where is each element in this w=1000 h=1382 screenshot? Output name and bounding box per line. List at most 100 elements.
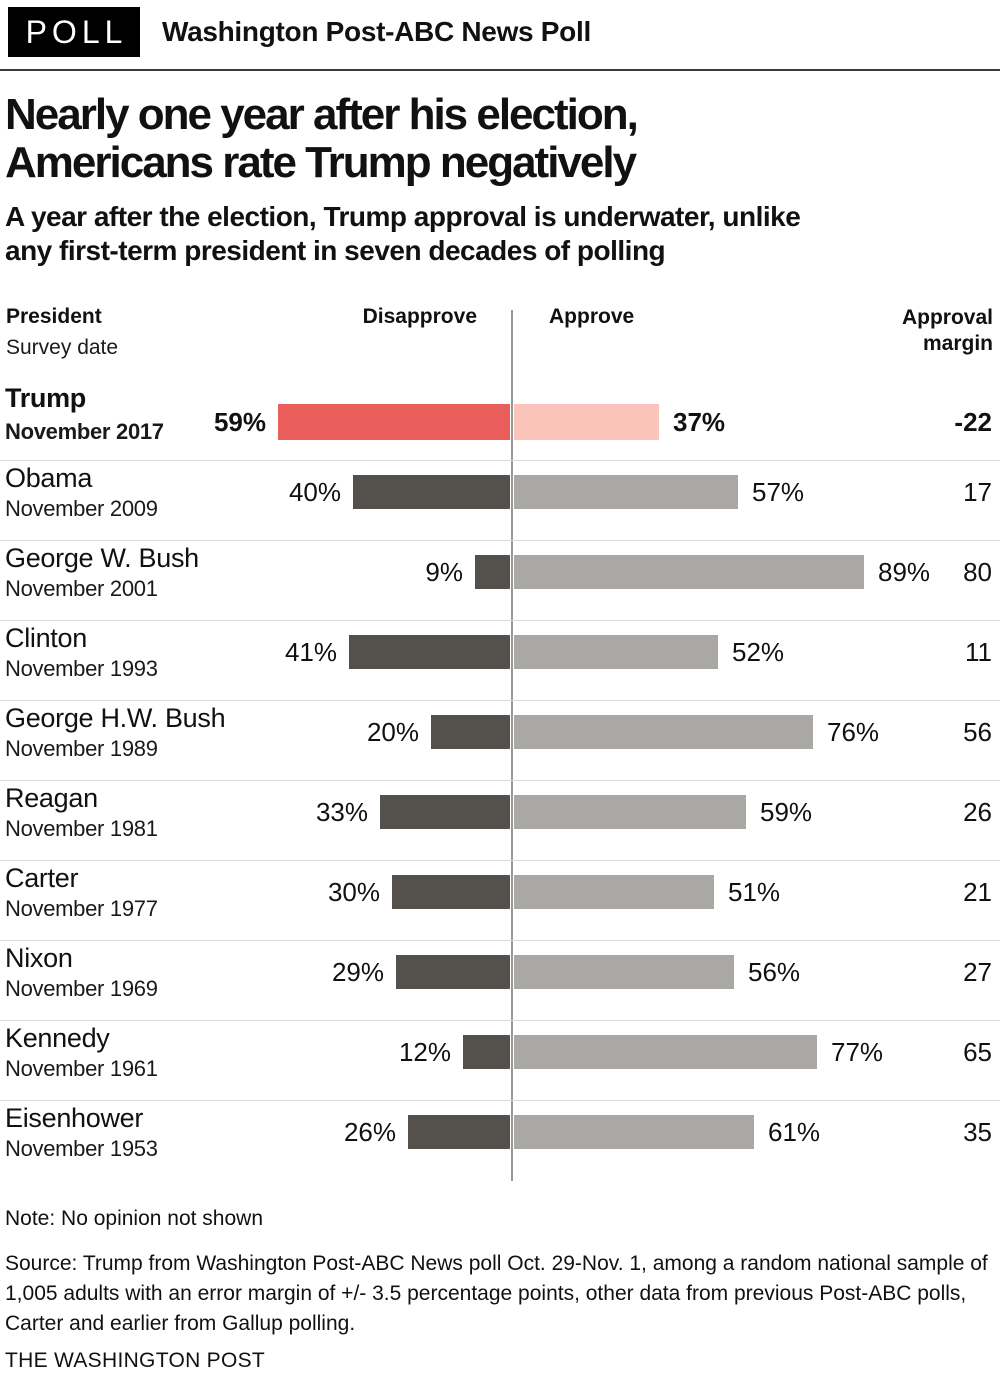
president-name: Obama xyxy=(5,463,93,494)
column-header-disapprove: Disapprove xyxy=(362,305,477,329)
approve-value: 52% xyxy=(732,637,785,668)
poll-row: Carter November 1977 30% 51% 21 xyxy=(0,861,1000,942)
president-name: George W. Bush xyxy=(5,543,199,574)
disapprove-value: 30% xyxy=(327,877,380,908)
approve-value: 77% xyxy=(831,1037,884,1068)
disapprove-bar xyxy=(349,635,510,670)
approval-margin-value: -22 xyxy=(954,407,992,438)
poll-row: George H.W. Bush November 1989 20% 76% 5… xyxy=(0,701,1000,782)
survey-date: November 2001 xyxy=(5,576,158,602)
disapprove-bar xyxy=(278,404,510,441)
poll-row: Trump November 2017 59% 37% -22 xyxy=(0,375,1000,462)
approve-value: 37% xyxy=(673,407,726,438)
survey-date: November 1993 xyxy=(5,656,158,682)
top-rule xyxy=(0,69,1000,71)
president-name: Clinton xyxy=(5,623,87,654)
column-header-president: President xyxy=(6,305,102,329)
approve-value: 57% xyxy=(752,477,805,508)
survey-date: November 2009 xyxy=(5,496,158,522)
disapprove-value: 41% xyxy=(284,637,337,668)
disapprove-value: 40% xyxy=(288,477,341,508)
column-header-approval-margin-line2: margin xyxy=(922,332,993,356)
approve-bar xyxy=(514,555,864,590)
disapprove-bar xyxy=(392,875,510,910)
poll-row: Kennedy November 1961 12% 77% 65 xyxy=(0,1021,1000,1102)
chart-center-axis xyxy=(511,310,513,1182)
approval-margin-value: 56 xyxy=(963,717,992,748)
disapprove-bar xyxy=(463,1035,510,1070)
column-header-approval-margin-line1: Approval xyxy=(901,306,993,330)
kicker-title: Washington Post-ABC News Poll xyxy=(162,16,591,47)
approve-value: 89% xyxy=(878,557,931,588)
president-name: Kennedy xyxy=(5,1023,110,1054)
approval-margin-value: 35 xyxy=(963,1117,992,1148)
approval-margin-value: 80 xyxy=(963,557,992,588)
poll-row: Reagan November 1981 33% 59% 26 xyxy=(0,781,1000,862)
poll-row: Nixon November 1969 29% 56% 27 xyxy=(0,941,1000,1022)
approve-bar xyxy=(514,475,738,510)
disapprove-bar xyxy=(380,795,510,830)
approval-margin-value: 27 xyxy=(963,957,992,988)
approve-bar xyxy=(514,635,718,670)
approve-bar xyxy=(514,795,746,830)
approve-bar xyxy=(514,875,714,910)
president-name: Trump xyxy=(5,383,87,414)
column-header-survey-date: Survey date xyxy=(6,336,119,360)
credit-text: THE WASHINGTON POST xyxy=(5,1349,266,1373)
approve-bar xyxy=(514,955,734,990)
survey-date: November 2017 xyxy=(5,419,164,445)
disapprove-value: 12% xyxy=(398,1037,451,1068)
president-name: Carter xyxy=(5,863,79,894)
disapprove-value: 20% xyxy=(366,717,419,748)
poll-chart: President Survey date Disapprove Approve… xyxy=(0,300,1000,1182)
disapprove-bar xyxy=(396,955,510,990)
disapprove-value: 59% xyxy=(213,407,266,438)
disapprove-bar xyxy=(431,715,510,750)
approve-value: 61% xyxy=(768,1117,821,1148)
approve-bar xyxy=(514,715,813,750)
president-name: Eisenhower xyxy=(5,1103,144,1134)
headline-line2: Americans rate Trump negatively xyxy=(5,137,637,187)
survey-date: November 1953 xyxy=(5,1136,158,1162)
survey-date: November 1969 xyxy=(5,976,158,1002)
column-header-approval-margin: Approval margin xyxy=(902,305,993,357)
approval-margin-value: 11 xyxy=(965,637,992,668)
headline: Nearly one year after his election, Ameri… xyxy=(5,91,994,186)
poll-badge: POLL xyxy=(8,7,140,57)
disapprove-value: 29% xyxy=(331,957,384,988)
subhead-line1: A year after the election, Trump approva… xyxy=(5,201,801,233)
disapprove-value: 26% xyxy=(343,1117,396,1148)
president-name: George H.W. Bush xyxy=(5,703,226,734)
poll-row: Obama November 2009 40% 57% 17 xyxy=(0,461,1000,542)
poll-graphic-page: { "kicker": { "badge": "POLL", "title": … xyxy=(0,7,1000,1382)
kicker-bar: POLL Washington Post-ABC News Poll xyxy=(8,7,1000,57)
approval-margin-value: 21 xyxy=(963,877,992,908)
approve-bar xyxy=(514,404,659,441)
disapprove-bar xyxy=(353,475,510,510)
survey-date: November 1981 xyxy=(5,816,158,842)
survey-date: November 1961 xyxy=(5,1056,158,1082)
column-header-approve: Approve xyxy=(549,305,635,329)
survey-date: November 1989 xyxy=(5,736,158,762)
subhead-line2: any first-term president in seven decade… xyxy=(5,234,666,266)
approve-value: 59% xyxy=(760,797,813,828)
president-name: Nixon xyxy=(5,943,73,974)
disapprove-value: 33% xyxy=(315,797,368,828)
poll-row: George W. Bush November 2001 9% 89% 80 xyxy=(0,541,1000,622)
approve-bar xyxy=(514,1115,754,1150)
president-name: Reagan xyxy=(5,783,98,814)
approval-margin-value: 65 xyxy=(963,1037,992,1068)
source-text: Source: Trump from Washington Post-ABC N… xyxy=(5,1252,988,1336)
poll-rows: Trump November 2017 59% 37% -22 Obama No… xyxy=(0,375,1000,1181)
approve-value: 51% xyxy=(728,877,781,908)
survey-date: November 1977 xyxy=(5,896,158,922)
poll-row: Eisenhower November 1953 26% 61% 35 xyxy=(0,1101,1000,1181)
approve-value: 76% xyxy=(827,717,880,748)
approve-value: 56% xyxy=(748,957,801,988)
chart-column-headers: President Survey date Disapprove Approve… xyxy=(0,300,1000,375)
note-text: Note: No opinion not shown xyxy=(5,1207,263,1231)
subhead: A year after the election, Trump approva… xyxy=(5,200,994,267)
approval-margin-value: 17 xyxy=(963,477,992,508)
poll-row: Clinton November 1993 41% 52% 11 xyxy=(0,621,1000,702)
disapprove-bar xyxy=(408,1115,510,1150)
